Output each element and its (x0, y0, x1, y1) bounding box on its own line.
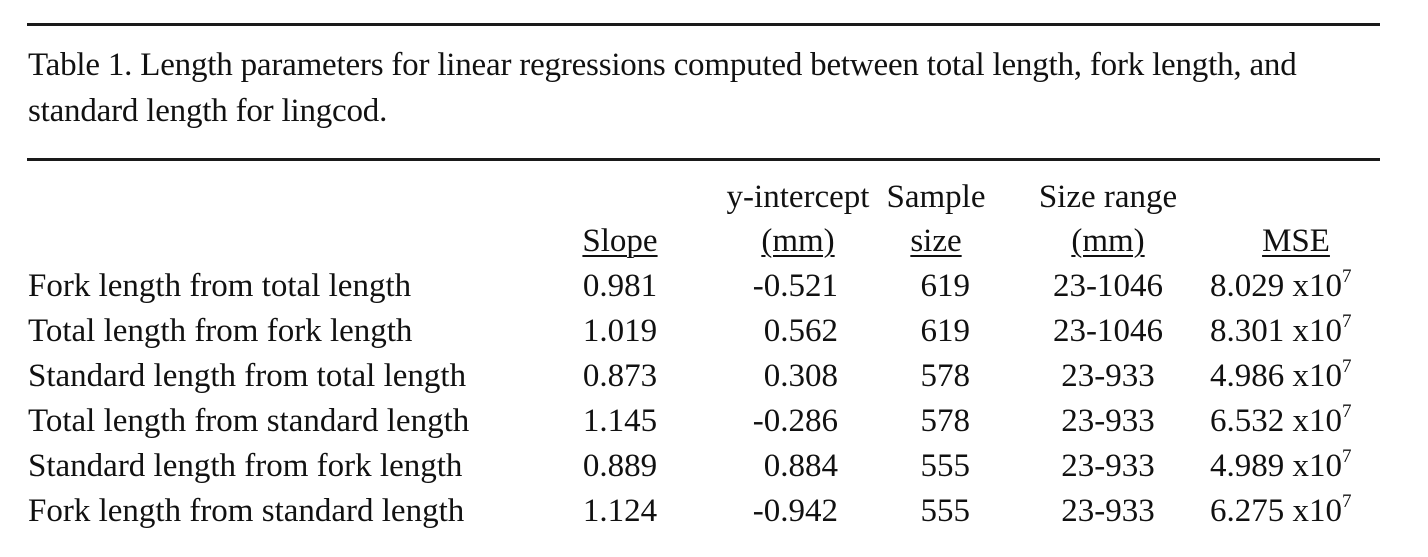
table-caption: Table 1. Length parameters for linear re… (28, 47, 1297, 129)
row-size-range: 23-1046 (1053, 268, 1163, 304)
row-sample-size: 619 (920, 268, 971, 304)
row-mse: 8.301 x107 (1210, 311, 1352, 349)
header-range-unit: (mm) (1071, 223, 1145, 259)
header-slope: Slope (582, 223, 658, 259)
row-size-range: 23-1046 (1053, 313, 1163, 349)
table-row: Fork length from total length 0.981 -0.5… (28, 264, 1388, 309)
row-label: Standard length from total length (28, 358, 467, 394)
row-intercept: -0.286 (752, 403, 838, 439)
row-label: Fork length from total length (28, 268, 412, 304)
row-mse: 6.532 x107 (1210, 401, 1352, 439)
row-mse: 8.029 x107 (1210, 266, 1352, 304)
row-intercept: 0.884 (763, 448, 838, 484)
row-sample-size: 555 (920, 493, 971, 529)
row-size-range: 23-933 (1061, 448, 1155, 484)
row-intercept: -0.942 (752, 493, 838, 529)
table-row: Total length from fork length 1.019 0.56… (28, 309, 1388, 354)
row-intercept: 0.308 (763, 358, 838, 394)
table-row: Standard length from total length 0.873 … (28, 354, 1388, 399)
row-intercept: 0.562 (763, 313, 838, 349)
row-mse: 6.275 x107 (1210, 491, 1352, 529)
header-mse: MSE (1262, 223, 1330, 259)
top-rule (27, 23, 1380, 26)
table-row: Standard length from fork length 0.889 0… (28, 444, 1388, 489)
header-intercept-top: y-intercept (726, 179, 870, 215)
header-sample-top: Sample (886, 179, 986, 215)
row-sample-size: 578 (920, 358, 971, 394)
header-range-top: Size range (1038, 179, 1178, 215)
table-row: Fork length from standard length 1.124 -… (28, 489, 1388, 534)
row-slope: 1.145 (582, 403, 658, 439)
row-intercept: -0.521 (752, 268, 838, 304)
row-sample-size: 578 (920, 403, 971, 439)
row-size-range: 23-933 (1061, 358, 1155, 394)
row-sample-size: 619 (920, 313, 971, 349)
row-label: Standard length from fork length (28, 448, 463, 484)
row-slope: 1.124 (582, 493, 658, 529)
row-mse: 4.989 x107 (1210, 446, 1352, 484)
header-rule (27, 158, 1380, 161)
row-label: Fork length from standard length (28, 493, 465, 529)
row-slope: 0.873 (582, 358, 658, 394)
table-row: Total length from standard length 1.145 … (28, 399, 1388, 444)
header-sample-size: size (910, 223, 962, 259)
row-size-range: 23-933 (1061, 403, 1155, 439)
row-slope: 0.981 (582, 268, 658, 304)
row-size-range: 23-933 (1061, 493, 1155, 529)
row-slope: 0.889 (582, 448, 658, 484)
row-label: Total length from fork length (28, 313, 413, 349)
row-sample-size: 555 (920, 448, 971, 484)
row-label: Total length from standard length (28, 403, 470, 439)
row-slope: 1.019 (582, 313, 658, 349)
row-mse: 4.986 x107 (1210, 356, 1352, 394)
header-intercept-unit: (mm) (761, 223, 835, 259)
